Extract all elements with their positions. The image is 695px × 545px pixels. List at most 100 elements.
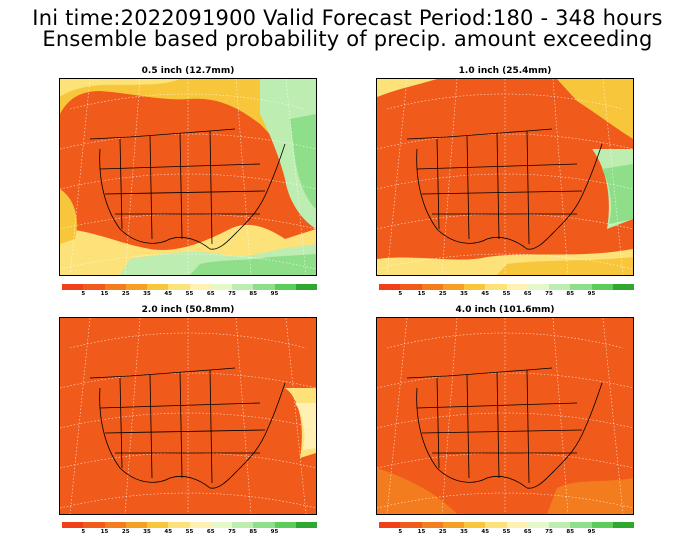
colorbar-swatch xyxy=(379,522,401,528)
colorbar-swatch xyxy=(549,522,571,528)
colorbar-tick-label: 15 xyxy=(100,529,109,535)
colorbar-swatch xyxy=(147,522,169,528)
map-panel-2-0-inch xyxy=(59,317,317,515)
colorbar-tick-label: 15 xyxy=(417,291,426,297)
map-4-0-inch xyxy=(377,318,633,514)
colorbar-tick-label: 45 xyxy=(164,529,173,535)
colorbar-ticks-4-0-inch: 5 15 25 35 45 55 65 75 85 95 xyxy=(379,529,634,537)
colorbar-tick-label: 65 xyxy=(206,529,215,535)
colorbar-ticks-1-0-inch: 5 15 25 35 45 55 65 75 85 95 xyxy=(379,291,634,299)
colorbar-swatch xyxy=(295,284,317,290)
colorbar-1-0-inch xyxy=(379,284,634,290)
colorbar-tick-label: 45 xyxy=(481,529,490,535)
colorbar-ticks-2-0-inch: 5 15 25 35 45 55 65 75 85 95 xyxy=(62,529,317,537)
colorbar-tick-label: 35 xyxy=(460,291,468,297)
colorbar-swatch xyxy=(274,284,296,290)
colorbar-swatch xyxy=(147,284,169,290)
colorbar-tick-label: 15 xyxy=(100,291,109,297)
colorbar-tick-label: 5 xyxy=(398,291,403,297)
colorbar-swatch xyxy=(612,522,634,528)
colorbar-tick-label: 75 xyxy=(228,291,236,297)
colorbar-tick-label: 65 xyxy=(523,291,532,297)
colorbar-swatch xyxy=(549,284,571,290)
colorbar-swatch xyxy=(570,284,592,290)
chart-title-line2: Ensemble based probability of precip. am… xyxy=(42,27,653,51)
colorbar-swatch xyxy=(442,522,464,528)
colorbar-swatch xyxy=(442,284,464,290)
colorbar-swatch xyxy=(189,522,211,528)
colorbar-0-5-inch xyxy=(62,284,317,290)
colorbar-swatch xyxy=(125,522,147,528)
colorbar-swatch xyxy=(168,522,190,528)
colorbar-swatch xyxy=(274,522,296,528)
colorbar-swatch xyxy=(379,284,401,290)
colorbar-swatch xyxy=(232,522,254,528)
colorbar-swatch xyxy=(253,522,275,528)
colorbar-tick-label: 5 xyxy=(81,291,86,297)
colorbar-tick-label: 85 xyxy=(249,529,258,535)
colorbar-swatch xyxy=(83,284,105,290)
colorbar-swatch xyxy=(210,522,232,528)
map-panel-1-0-inch xyxy=(376,78,634,276)
colorbar-swatch xyxy=(125,284,147,290)
colorbar-tick-label: 95 xyxy=(270,291,279,297)
colorbar-swatch xyxy=(104,522,126,528)
colorbar-swatch xyxy=(506,284,528,290)
colorbar-swatch xyxy=(527,284,549,290)
colorbar-swatch xyxy=(189,284,211,290)
colorbar-tick-label: 5 xyxy=(81,529,86,535)
colorbar-swatch xyxy=(62,522,84,528)
colorbar-tick-label: 35 xyxy=(143,529,151,535)
colorbar-tick-label: 55 xyxy=(185,529,194,535)
map-1-0-inch xyxy=(377,79,633,275)
colorbar-tick-label: 85 xyxy=(249,291,258,297)
map-panel-0-5-inch xyxy=(59,78,317,276)
map-2-0-inch xyxy=(60,318,316,514)
colorbar-tick-label: 85 xyxy=(566,529,575,535)
colorbar-tick-label: 75 xyxy=(545,291,553,297)
panel-label-2-0-inch: 2.0 inch (50.8mm) xyxy=(141,305,235,315)
colorbar-tick-label: 35 xyxy=(460,529,468,535)
colorbar-tick-label: 55 xyxy=(185,291,194,297)
colorbar-swatch xyxy=(421,284,443,290)
colorbar-swatch xyxy=(210,284,232,290)
colorbar-swatch xyxy=(485,284,507,290)
colorbar-swatch xyxy=(464,284,486,290)
colorbar-swatch xyxy=(570,522,592,528)
colorbar-tick-label: 65 xyxy=(523,529,532,535)
colorbar-swatch xyxy=(62,284,84,290)
colorbar-tick-label: 55 xyxy=(502,291,511,297)
colorbar-4-0-inch xyxy=(379,522,634,528)
colorbar-tick-label: 35 xyxy=(143,291,151,297)
chart-title-line1: Ini time:2022091900 Valid Forecast Perio… xyxy=(32,6,663,30)
colorbar-tick-label: 25 xyxy=(438,529,447,535)
colorbar-tick-label: 45 xyxy=(481,291,490,297)
colorbar-tick-label: 65 xyxy=(206,291,215,297)
colorbar-swatch xyxy=(400,284,422,290)
colorbar-tick-label: 75 xyxy=(545,529,553,535)
colorbar-ticks-0-5-inch: 5 15 25 35 45 55 65 75 85 95 xyxy=(62,291,317,299)
colorbar-tick-label: 5 xyxy=(398,529,403,535)
colorbar-swatch xyxy=(232,284,254,290)
panel-label-1-0-inch: 1.0 inch (25.4mm) xyxy=(458,66,552,76)
colorbar-swatch xyxy=(83,522,105,528)
map-panel-4-0-inch xyxy=(376,317,634,515)
colorbar-swatch xyxy=(506,522,528,528)
colorbar-swatch xyxy=(295,522,317,528)
colorbar-swatch xyxy=(591,284,613,290)
colorbar-tick-label: 25 xyxy=(121,529,130,535)
colorbar-swatch xyxy=(168,284,190,290)
colorbar-tick-label: 95 xyxy=(587,529,596,535)
colorbar-swatch xyxy=(612,284,634,290)
colorbar-2-0-inch xyxy=(62,522,317,528)
colorbar-tick-label: 45 xyxy=(164,291,173,297)
colorbar-tick-label: 15 xyxy=(417,529,426,535)
colorbar-tick-label: 25 xyxy=(438,291,447,297)
colorbar-tick-label: 25 xyxy=(121,291,130,297)
colorbar-tick-label: 85 xyxy=(566,291,575,297)
colorbar-swatch xyxy=(464,522,486,528)
colorbar-swatch xyxy=(104,284,126,290)
panel-label-0-5-inch: 0.5 inch (12.7mm) xyxy=(141,66,235,76)
colorbar-swatch xyxy=(485,522,507,528)
colorbar-swatch xyxy=(421,522,443,528)
